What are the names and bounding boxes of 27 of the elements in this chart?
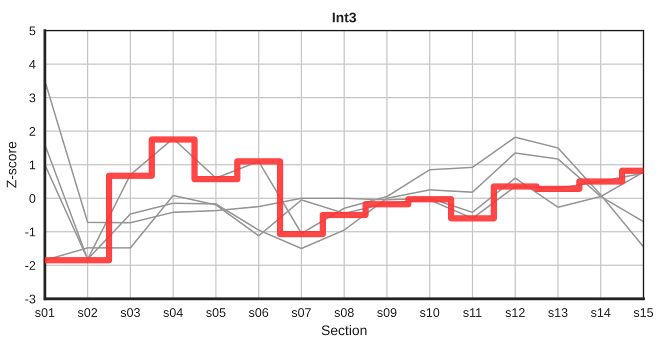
x-tick-label: s14 xyxy=(591,308,610,318)
x-tick-label: s09 xyxy=(377,308,396,318)
x-tick-label: s10 xyxy=(420,308,440,318)
y-tick-label: 3 xyxy=(29,93,36,102)
chart-title: Int3 xyxy=(332,12,356,22)
x-tick-label: s15 xyxy=(634,308,654,318)
x-tick-label: s11 xyxy=(463,308,482,318)
x-tick-label: s02 xyxy=(78,308,98,318)
x-axis-title: Section xyxy=(322,325,366,336)
x-tick-label: s07 xyxy=(292,308,311,318)
y-tick-label: -3 xyxy=(25,294,36,304)
x-tick-label: s01 xyxy=(35,308,54,318)
x-tick-label: s12 xyxy=(505,308,525,318)
x-tick-label: s13 xyxy=(548,308,568,318)
y-axis-title: Z-score xyxy=(6,142,16,188)
y-tick-label: 1 xyxy=(30,160,36,170)
x-tick-label: s06 xyxy=(248,308,268,318)
x-tick-label: s05 xyxy=(206,308,226,318)
y-tick-label: 2 xyxy=(30,126,36,136)
x-tick-label: s03 xyxy=(120,308,140,318)
y-tick-label: -2 xyxy=(25,261,36,270)
x-tick-label: s04 xyxy=(163,308,183,318)
y-tick-label: 4 xyxy=(29,60,36,69)
y-tick-label: 5 xyxy=(29,26,36,36)
y-tick-label: 0 xyxy=(29,194,36,203)
x-tick-label: s08 xyxy=(334,308,354,318)
y-tick-label: -1 xyxy=(25,228,36,236)
